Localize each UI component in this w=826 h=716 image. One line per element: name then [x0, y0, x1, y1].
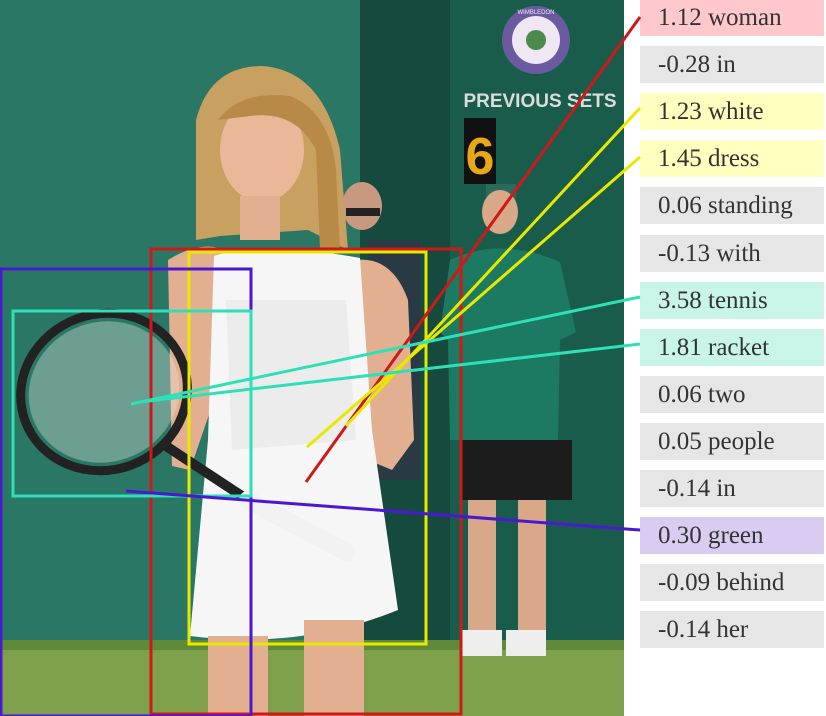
word-token: racket — [701, 333, 770, 361]
word-token: white — [701, 98, 764, 126]
word-score-3: 1.45 dress — [640, 140, 824, 178]
score-value: 3.58 — [658, 286, 702, 314]
score-value: -0.09 — [658, 569, 711, 597]
score-value: 0.05 — [658, 427, 702, 455]
emblem-ball — [526, 30, 546, 50]
word-token: her — [710, 616, 749, 644]
score-value: 1.45 — [658, 145, 702, 173]
word-token: tennis — [701, 286, 768, 314]
score-value: 1.12 — [658, 4, 702, 31]
word-score-7: 1.81 racket — [640, 328, 824, 366]
score-value: -0.14 — [658, 616, 711, 644]
word-token: woman — [701, 4, 782, 31]
word-token: behind — [710, 569, 785, 597]
word-token: dress — [701, 145, 760, 173]
word-token: in — [710, 475, 736, 502]
score-value: 1.81 — [658, 333, 702, 361]
word-score-2: 1.23 white — [640, 93, 824, 131]
word-score-13: -0.14 her — [640, 611, 824, 649]
score-value: 0.06 — [658, 380, 702, 408]
word-score-4: 0.06 standing — [640, 187, 824, 225]
word-score-1: -0.28 in — [640, 46, 824, 84]
word-score-9: 0.05 people — [640, 422, 824, 460]
word-token: standing — [701, 192, 793, 220]
word-token: two — [701, 380, 746, 408]
word-token: with — [710, 239, 761, 267]
word-token: people — [701, 427, 775, 455]
score-value: -0.13 — [658, 239, 711, 267]
word-token: green — [701, 522, 764, 550]
word-score-11: 0.30 green — [640, 517, 824, 555]
photo-scene: WIMBLEDON PREVIOUS SETS 6 — [0, 0, 624, 716]
word-score-panel: 1.12 woman -0.28 in 1.23 white 1.45 dress 0.… — [624, 0, 826, 716]
scoreboard-label: PREVIOUS SETS — [463, 91, 616, 112]
word-score-6: 3.58 tennis — [640, 281, 824, 319]
score-value: -0.14 — [658, 475, 711, 502]
score-value: -0.28 — [658, 51, 711, 79]
word-score-10: -0.14 in — [640, 470, 824, 507]
emblem-text: WIMBLEDON — [517, 10, 554, 16]
photo: WIMBLEDON PREVIOUS SETS 6 — [0, 0, 624, 716]
score-value: 0.30 — [658, 522, 702, 550]
word-score-5: -0.13 with — [640, 234, 824, 272]
score-value: 1.23 — [658, 98, 702, 126]
word-score-12: -0.09 behind — [640, 564, 824, 602]
word-token: in — [710, 51, 736, 79]
word-score-0: 1.12 woman — [640, 0, 824, 36]
score-digit: 6 — [466, 128, 495, 186]
word-score-8: 0.06 two — [640, 375, 824, 413]
score-value: 0.06 — [658, 192, 702, 220]
